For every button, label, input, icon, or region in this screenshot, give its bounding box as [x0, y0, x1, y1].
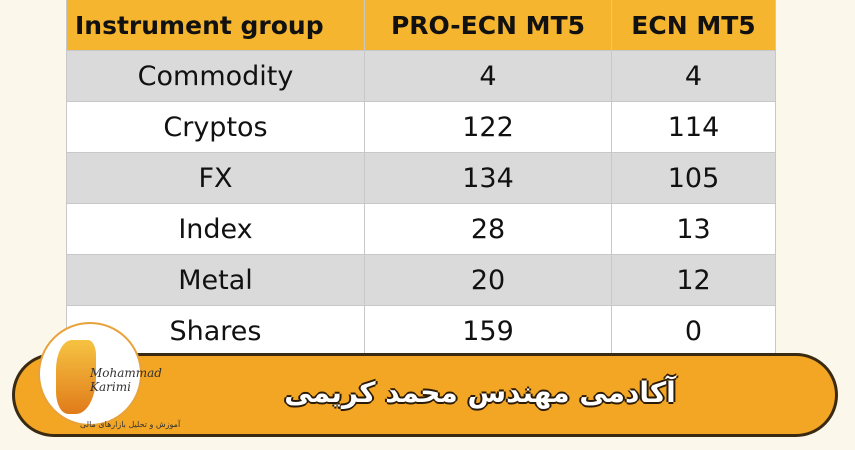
table-cell: 20 — [365, 255, 612, 305]
table-row: Cryptos 122 114 — [66, 102, 776, 153]
table-cell: FX — [66, 153, 365, 203]
table-row: Shares 159 0 — [66, 306, 776, 357]
table-cell: 122 — [365, 102, 612, 152]
header-cell: Instrument group — [66, 0, 365, 50]
banner: آکادمی مهندس محمد کریمی — [12, 353, 838, 437]
header-row: Instrument group PRO-ECN MT5 ECN MT5 — [66, 0, 776, 51]
table-cell: Cryptos — [66, 102, 365, 152]
table-row: Index 28 13 — [66, 204, 776, 255]
table-cell: Metal — [66, 255, 365, 305]
table: Instrument group PRO-ECN MT5 ECN MT5 Commod… — [66, 0, 776, 357]
table-cell: 12 — [612, 255, 776, 305]
table-cell: 0 — [612, 306, 776, 356]
table-cell: 13 — [612, 204, 776, 254]
table-row: FX 134 105 — [66, 153, 776, 204]
table-cell: 28 — [365, 204, 612, 254]
table-cell: Shares — [66, 306, 365, 356]
table-cell: 4 — [365, 51, 612, 101]
table-cell: 114 — [612, 102, 776, 152]
table-cell: 134 — [365, 153, 612, 203]
table-cell: 4 — [612, 51, 776, 101]
table-row: Commodity 4 4 — [66, 51, 776, 102]
table-cell: Index — [66, 204, 365, 254]
table-cell: Commodity — [66, 51, 365, 101]
logo-tagline: آموزش و تحلیل بازارهای مالی — [80, 420, 181, 429]
banner-title: آکادمی مهندس محمد کریمی — [284, 376, 676, 409]
table-cell: 159 — [365, 306, 612, 356]
table-cell: 105 — [612, 153, 776, 203]
header-cell: PRO-ECN MT5 — [365, 0, 612, 50]
table-row: Metal 20 12 — [66, 255, 776, 306]
logo-face — [56, 340, 96, 414]
logo-name: Mohammad Karimi — [90, 366, 162, 394]
header-cell: ECN MT5 — [612, 0, 776, 50]
